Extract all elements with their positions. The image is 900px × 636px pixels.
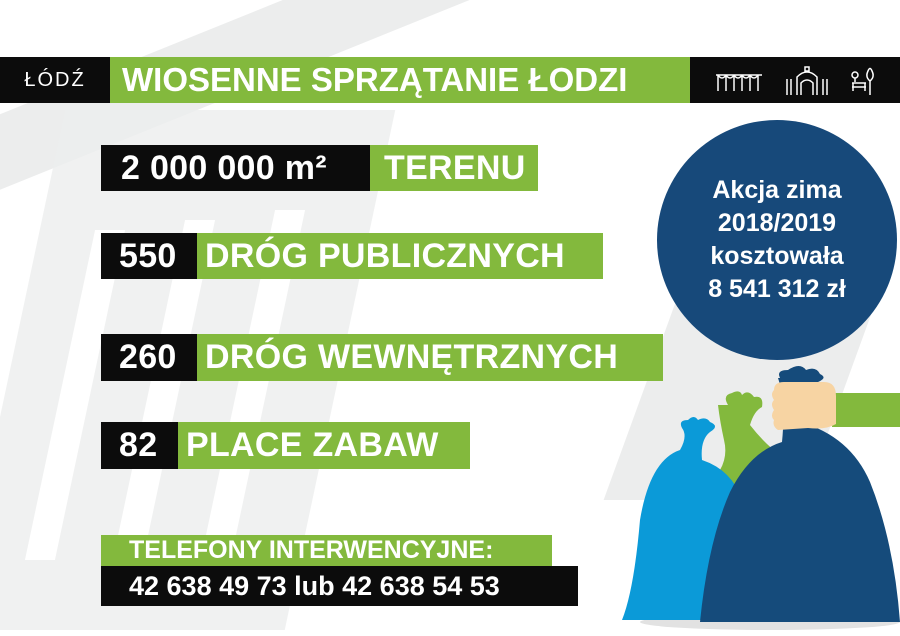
stat-value-playgrounds: 82 [101, 422, 178, 469]
phones-label: TELEFONY INTERWENCYJNE: [129, 536, 494, 564]
phones-numbers: 42 638 49 73 lub 42 638 54 53 [129, 570, 500, 601]
winter-line: Akcja zima [712, 176, 842, 204]
stat-value: 2 000 000 m² [121, 148, 327, 187]
hand-icon [772, 382, 836, 430]
winter-cost-badge: Akcja zima 2018/2019 kosztowała 8 541 31… [657, 120, 897, 360]
stat-value: 260 [119, 338, 177, 376]
stat-label-internal-roads: DRÓG WEWNĘTRZNYCH [197, 334, 663, 381]
stat-value: 82 [119, 426, 158, 464]
stat-label-public-roads: DRÓG PUBLICZNYCH [197, 233, 603, 279]
trash-bags-illustration [622, 366, 900, 630]
page-title: WIOSENNE SPRZĄTANIE ŁODZI [122, 61, 628, 98]
stat-value: 550 [119, 236, 177, 275]
winter-line: 2018/2019 [717, 209, 837, 237]
park-bench-tree-icon [850, 67, 874, 95]
stat-value-public-roads: 550 [101, 233, 197, 279]
stat-label: TERENU [384, 148, 526, 187]
winter-amount: 8 541 312 zł [708, 275, 846, 303]
phones-label-box: TELEFONY INTERWENCYJNE: [101, 535, 552, 566]
winter-line: kosztowała [710, 242, 844, 270]
stat-value-area: 2 000 000 m² [101, 145, 370, 191]
stat-label: DRÓG WEWNĘTRZNYCH [205, 338, 619, 376]
lodz-logo: ŁÓDŹ [24, 68, 86, 91]
green-sleeve [832, 393, 900, 427]
header-logo-box: ŁÓDŹ [0, 57, 110, 103]
stat-label-area: TERENU [370, 145, 538, 191]
gate-building-icon [786, 66, 828, 95]
header-icons-box [690, 57, 900, 103]
stat-label: PLACE ZABAW [186, 426, 439, 464]
stat-label-playgrounds: PLACE ZABAW [178, 422, 470, 469]
stat-value-internal-roads: 260 [101, 334, 197, 381]
header-title-box: WIOSENNE SPRZĄTANIE ŁODZI [110, 57, 690, 103]
phones-numbers-box: 42 638 49 73 lub 42 638 54 53 [101, 566, 578, 606]
arches-icon [716, 74, 763, 91]
dark-blue-bag [700, 366, 900, 622]
stat-label: DRÓG PUBLICZNYCH [205, 236, 565, 275]
